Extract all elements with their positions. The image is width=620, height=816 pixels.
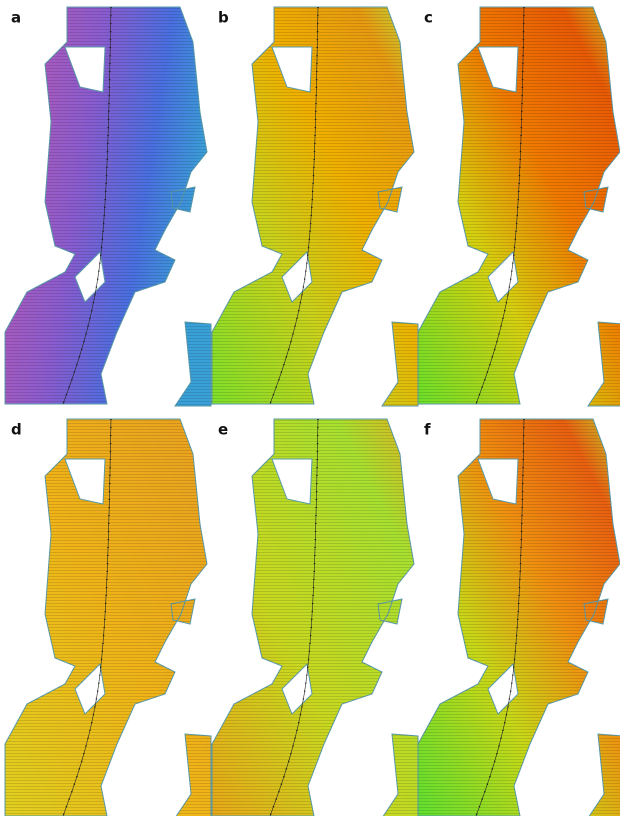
map-panel: a [5,7,211,406]
panel-label: a [11,9,21,27]
panel-label: d [11,421,22,439]
land-texture [212,419,418,816]
land-texture [5,419,211,816]
page: {"panels": [{"label": "a"}, {"label": "b… [0,0,620,816]
map-panel: d [5,419,211,816]
panels: a b c d e f [5,7,620,816]
land-texture [418,419,620,816]
panel-label: f [424,421,431,439]
land-texture [212,7,418,406]
land-texture [5,7,211,406]
panel-label: e [218,421,228,439]
land-texture [418,7,620,406]
figure: a b c d e f [0,0,620,816]
map-panel: f [418,419,620,816]
map-panel: c [418,7,620,406]
panel-label: b [218,9,229,27]
map-panel: b [212,7,418,406]
map-panel: e [212,419,418,816]
panel-label: c [424,9,433,27]
